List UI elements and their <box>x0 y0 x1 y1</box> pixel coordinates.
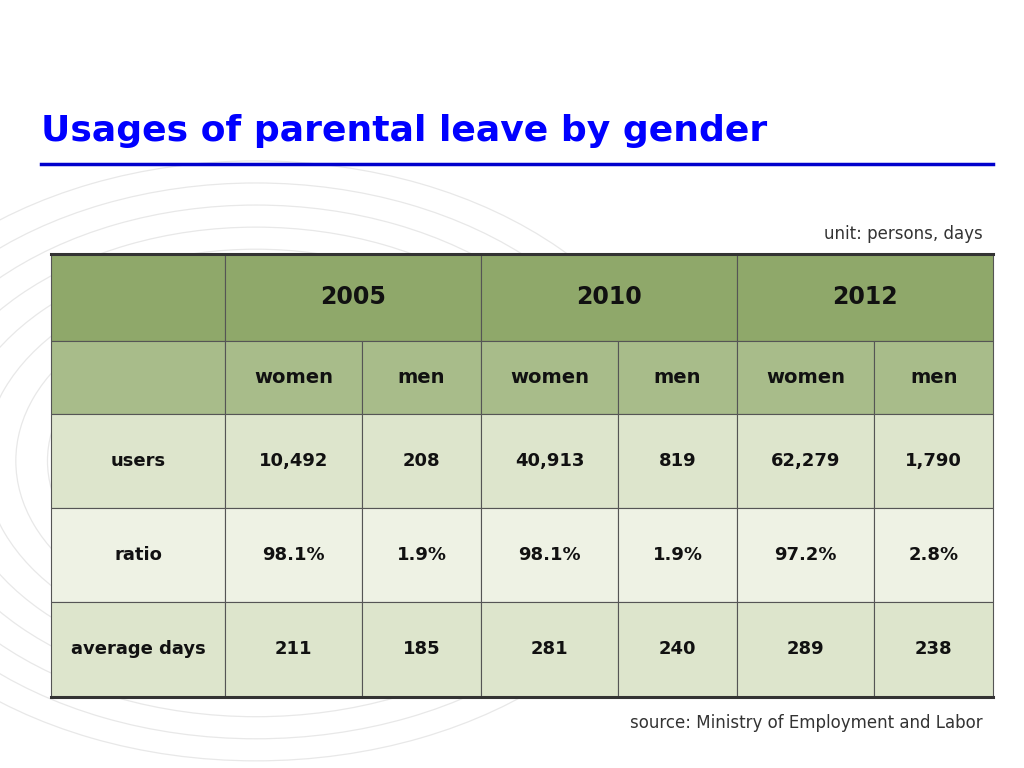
Text: 281: 281 <box>530 641 568 658</box>
Bar <box>225 253 481 341</box>
Bar <box>225 602 361 697</box>
Bar <box>737 414 874 508</box>
Text: 2005: 2005 <box>321 286 386 310</box>
Text: 289: 289 <box>786 641 824 658</box>
Bar <box>225 414 361 508</box>
Text: 40,913: 40,913 <box>515 452 585 470</box>
Bar <box>618 414 737 508</box>
Text: 2010: 2010 <box>577 286 642 310</box>
Bar <box>51 508 225 602</box>
Text: average days: average days <box>71 641 206 658</box>
Text: 211: 211 <box>274 641 312 658</box>
Text: women: women <box>766 368 845 387</box>
Bar <box>361 414 481 508</box>
Bar <box>361 602 481 697</box>
Text: 208: 208 <box>402 452 440 470</box>
Text: 62,279: 62,279 <box>771 452 841 470</box>
Text: women: women <box>254 368 333 387</box>
Text: 238: 238 <box>914 641 952 658</box>
Bar <box>618 602 737 697</box>
Bar <box>481 341 618 414</box>
Text: Usages of parental leave by gender: Usages of parental leave by gender <box>41 114 767 148</box>
Bar <box>737 602 874 697</box>
Bar <box>874 508 993 602</box>
Bar <box>361 508 481 602</box>
Text: men: men <box>397 368 445 387</box>
Text: 1.9%: 1.9% <box>652 546 702 564</box>
Text: 819: 819 <box>658 452 696 470</box>
Text: 1,790: 1,790 <box>905 452 963 470</box>
Bar <box>481 508 618 602</box>
Bar <box>225 341 361 414</box>
Bar <box>737 253 993 341</box>
Text: 1.9%: 1.9% <box>396 546 446 564</box>
Bar <box>481 602 618 697</box>
Bar <box>618 341 737 414</box>
Text: 97.2%: 97.2% <box>774 546 837 564</box>
Text: 10,492: 10,492 <box>259 452 328 470</box>
Bar <box>737 341 874 414</box>
Bar <box>874 602 993 697</box>
Bar <box>51 341 225 414</box>
Bar <box>51 602 225 697</box>
Text: source: Ministry of Employment and Labor: source: Ministry of Employment and Labor <box>631 714 983 733</box>
Bar <box>51 414 225 508</box>
Text: women: women <box>510 368 589 387</box>
Text: men: men <box>654 368 701 387</box>
Text: 2.8%: 2.8% <box>908 546 958 564</box>
Bar <box>737 508 874 602</box>
Text: men: men <box>910 368 957 387</box>
Bar <box>481 414 618 508</box>
Bar <box>874 341 993 414</box>
Bar <box>51 253 225 341</box>
Bar <box>874 414 993 508</box>
Bar <box>225 508 361 602</box>
Bar <box>361 341 481 414</box>
Bar <box>481 253 737 341</box>
Text: 2012: 2012 <box>833 286 898 310</box>
Text: ratio: ratio <box>114 546 162 564</box>
Bar <box>618 508 737 602</box>
Text: 98.1%: 98.1% <box>518 546 581 564</box>
Text: 98.1%: 98.1% <box>262 546 325 564</box>
Text: 185: 185 <box>402 641 440 658</box>
Text: users: users <box>111 452 166 470</box>
Text: 240: 240 <box>658 641 696 658</box>
Text: unit: persons, days: unit: persons, days <box>824 225 983 243</box>
